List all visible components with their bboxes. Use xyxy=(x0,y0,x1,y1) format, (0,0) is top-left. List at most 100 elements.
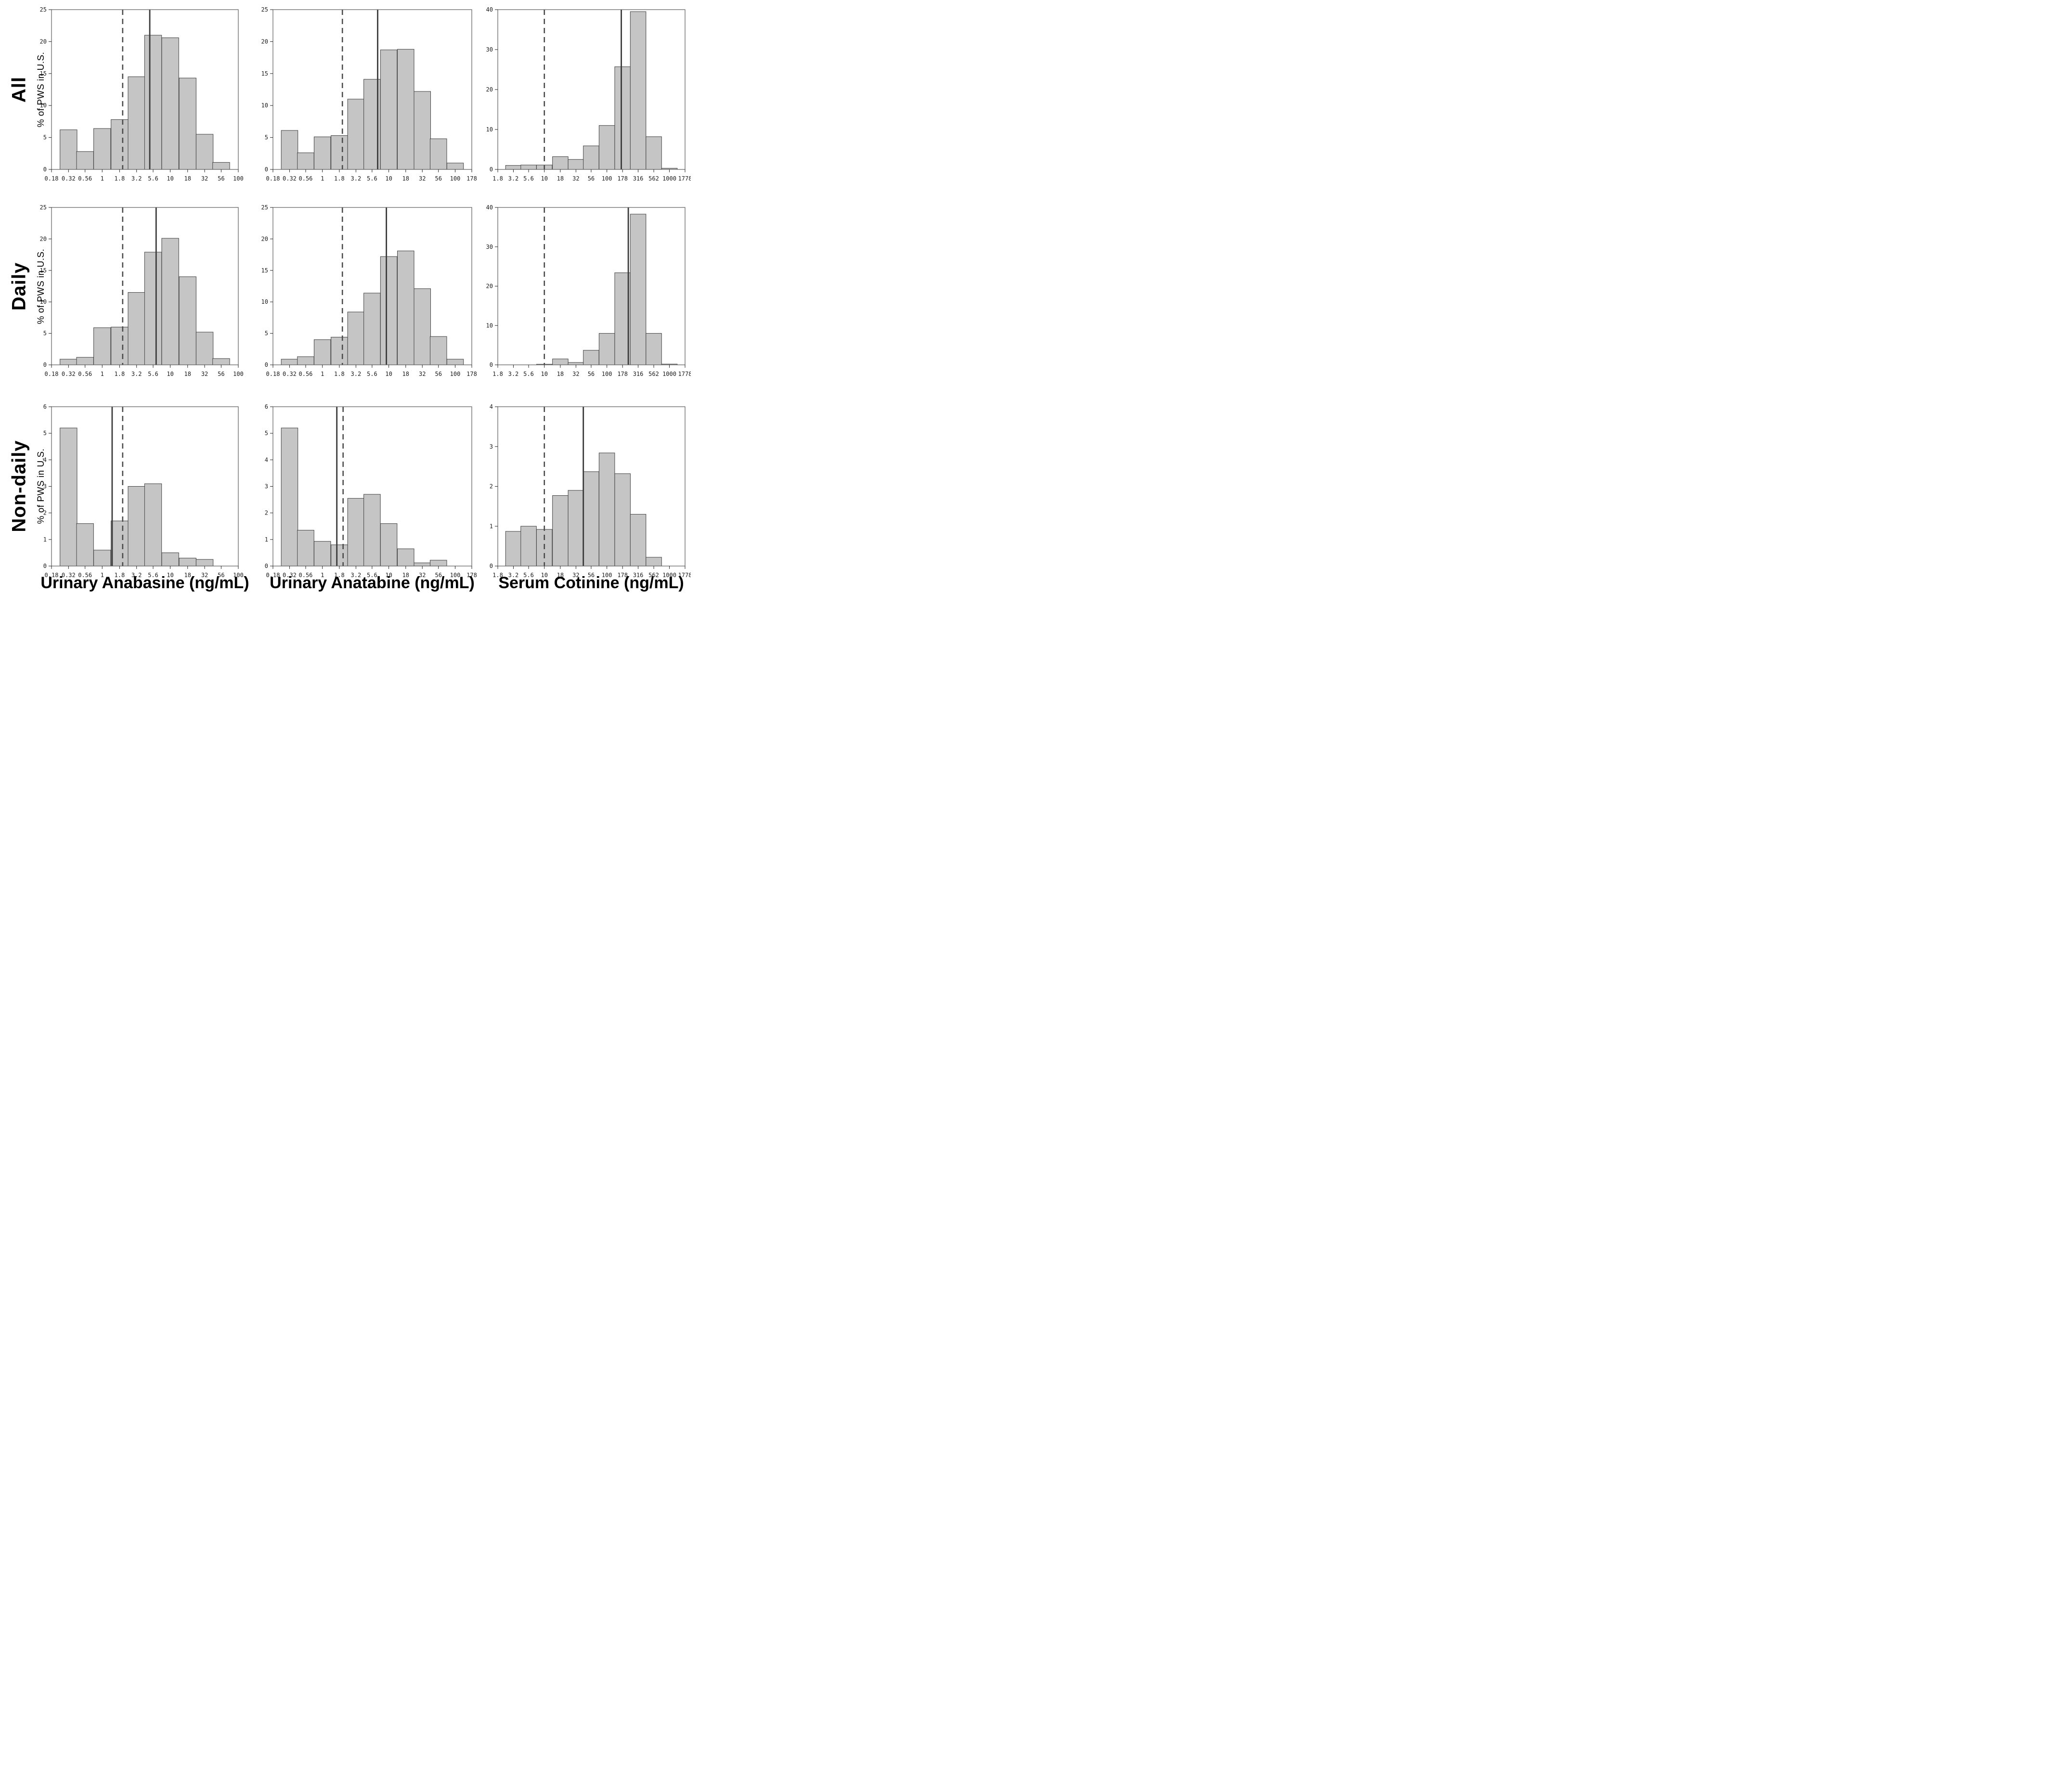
svg-text:0: 0 xyxy=(265,166,268,173)
svg-text:10: 10 xyxy=(385,371,392,377)
svg-text:10: 10 xyxy=(385,572,392,579)
svg-text:10: 10 xyxy=(486,322,493,329)
svg-text:10: 10 xyxy=(167,371,173,377)
svg-text:1: 1 xyxy=(101,371,104,377)
svg-text:0.56: 0.56 xyxy=(299,175,313,182)
svg-text:5: 5 xyxy=(43,330,47,337)
svg-text:0.56: 0.56 xyxy=(78,175,92,182)
svg-text:3.2: 3.2 xyxy=(508,175,519,182)
svg-text:10: 10 xyxy=(541,175,548,182)
svg-text:178: 178 xyxy=(466,175,477,182)
svg-text:1.8: 1.8 xyxy=(334,175,345,182)
svg-text:3: 3 xyxy=(43,483,47,490)
svg-text:32: 32 xyxy=(419,175,426,182)
svg-text:20: 20 xyxy=(40,38,47,45)
svg-text:20: 20 xyxy=(261,38,268,45)
svg-text:0: 0 xyxy=(43,166,47,173)
svg-text:0.18: 0.18 xyxy=(266,572,280,579)
svg-text:10: 10 xyxy=(40,102,47,109)
panel-non-daily-urinary-anatabine: 0 1 2 3 4 5 6 0.18 0.32 0.56 1 1.8 3.2 5.6 10 18 32 56 100… xyxy=(245,400,484,588)
svg-text:32: 32 xyxy=(572,175,579,182)
svg-text:3: 3 xyxy=(265,483,268,490)
svg-text:316: 316 xyxy=(633,175,644,182)
svg-text:5: 5 xyxy=(265,134,268,141)
svg-text:100: 100 xyxy=(450,175,461,182)
svg-text:10: 10 xyxy=(541,371,548,377)
svg-text:316: 316 xyxy=(633,371,644,377)
svg-text:5.6: 5.6 xyxy=(367,572,377,579)
svg-text:5.6: 5.6 xyxy=(367,371,377,377)
svg-text:100: 100 xyxy=(602,175,612,182)
histogram-figure: All Daily Non-daily % of PWS in U.S. % o… xyxy=(0,0,691,597)
svg-text:15: 15 xyxy=(261,267,268,274)
svg-text:1.8: 1.8 xyxy=(492,371,503,377)
svg-text:32: 32 xyxy=(419,572,426,579)
svg-text:1: 1 xyxy=(101,175,104,182)
svg-text:1: 1 xyxy=(321,572,324,579)
svg-text:18: 18 xyxy=(557,175,564,182)
panel-non-daily-serum-cotinine: 0 1 2 3 4 1.8 3.2 5.6 10 18 32 56 100 178 316 562 1000 17… xyxy=(470,400,691,588)
svg-text:0.18: 0.18 xyxy=(45,572,59,579)
svg-text:3.2: 3.2 xyxy=(508,572,519,579)
svg-text:5: 5 xyxy=(43,430,47,437)
svg-text:0.32: 0.32 xyxy=(62,371,76,377)
svg-text:20: 20 xyxy=(40,235,47,242)
x-axis-title-cotinine: Serum Cotinine (ng/mL) xyxy=(498,574,684,592)
svg-text:20: 20 xyxy=(486,86,493,93)
svg-text:178: 178 xyxy=(617,175,628,182)
svg-text:15: 15 xyxy=(40,70,47,77)
svg-text:5: 5 xyxy=(265,330,268,337)
svg-text:20: 20 xyxy=(261,235,268,242)
svg-text:32: 32 xyxy=(419,371,426,377)
svg-text:1: 1 xyxy=(265,536,268,543)
svg-text:0.56: 0.56 xyxy=(78,572,92,579)
svg-text:0.32: 0.32 xyxy=(62,572,76,579)
svg-text:100: 100 xyxy=(602,572,612,579)
svg-text:10: 10 xyxy=(261,298,268,305)
svg-text:10: 10 xyxy=(486,126,493,133)
svg-text:32: 32 xyxy=(572,572,579,579)
svg-text:178: 178 xyxy=(466,371,477,377)
svg-text:4: 4 xyxy=(490,403,493,410)
svg-text:5.6: 5.6 xyxy=(148,175,158,182)
svg-text:100: 100 xyxy=(233,175,244,182)
svg-text:25: 25 xyxy=(40,6,47,13)
x-axis-title-anatabine: Urinary Anatabine (ng/mL) xyxy=(270,574,475,592)
svg-text:40: 40 xyxy=(486,204,493,211)
svg-text:25: 25 xyxy=(261,204,268,211)
svg-text:15: 15 xyxy=(261,70,268,77)
panel-all-urinary-anatabine: 0 5 10 15 20 25 0.18 0.32 0.56 1 1.8 3.2 5.6 10 18 32 56… xyxy=(245,3,484,192)
svg-text:56: 56 xyxy=(435,175,442,182)
svg-text:10: 10 xyxy=(40,298,47,305)
svg-text:56: 56 xyxy=(588,175,595,182)
svg-text:3: 3 xyxy=(490,443,493,450)
svg-text:32: 32 xyxy=(201,572,208,579)
svg-text:56: 56 xyxy=(218,175,224,182)
svg-text:100: 100 xyxy=(233,371,244,377)
svg-text:30: 30 xyxy=(486,244,493,250)
svg-text:178: 178 xyxy=(617,572,628,579)
svg-text:56: 56 xyxy=(588,572,595,579)
svg-text:1: 1 xyxy=(321,175,324,182)
svg-text:1000: 1000 xyxy=(662,371,676,377)
svg-text:1.8: 1.8 xyxy=(492,572,503,579)
panel-daily-serum-cotinine: 0 10 20 30 40 1.8 3.2 5.6 10 18 32 56 100 178 316 562 10… xyxy=(470,201,691,387)
svg-text:3.2: 3.2 xyxy=(508,371,519,377)
svg-text:10: 10 xyxy=(167,572,173,579)
svg-text:1778: 1778 xyxy=(678,371,691,377)
svg-text:178: 178 xyxy=(617,371,628,377)
svg-text:32: 32 xyxy=(572,371,579,377)
svg-text:100: 100 xyxy=(450,572,461,579)
svg-text:1.8: 1.8 xyxy=(115,175,125,182)
svg-text:178: 178 xyxy=(466,572,477,579)
svg-text:30: 30 xyxy=(486,46,493,53)
svg-text:1778: 1778 xyxy=(678,572,691,579)
svg-text:1.8: 1.8 xyxy=(115,371,125,377)
panel-non-daily-urinary-anabasine: 0 1 2 3 4 5 6 0.18 0.32 0.56 1 1.8 3.2 5.6 10 18 32 56 100 xyxy=(24,400,251,588)
svg-text:5.6: 5.6 xyxy=(523,175,534,182)
svg-text:4: 4 xyxy=(265,456,268,463)
svg-text:0: 0 xyxy=(265,361,268,368)
svg-text:562: 562 xyxy=(648,175,659,182)
svg-text:3.2: 3.2 xyxy=(131,371,142,377)
svg-text:0: 0 xyxy=(490,166,493,173)
